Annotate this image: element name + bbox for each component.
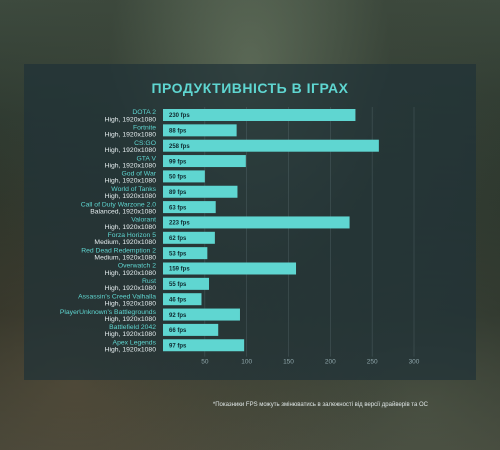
category-settings-label: High, 1920x1080	[105, 116, 157, 123]
category-settings-label: High, 1920x1080	[105, 162, 157, 169]
x-tick-label: 100	[241, 359, 252, 366]
category-settings-label: Medium, 1920x1080	[94, 239, 156, 246]
bar-value-label: 230 fps	[169, 113, 190, 119]
category-settings-label: High, 1920x1080	[105, 316, 157, 323]
category-game-label: Apex Legends	[113, 339, 157, 346]
bar-value-label: 55 fps	[169, 282, 187, 288]
bar-value-label: 66 fps	[169, 328, 187, 334]
bar	[163, 185, 238, 198]
x-tick-label: 200	[325, 359, 336, 366]
bar-value-label: 89 fps	[169, 190, 187, 196]
category-game-label: DOTA 2	[132, 109, 156, 116]
bar	[163, 216, 350, 229]
category-settings-label: High, 1920x1080	[105, 193, 157, 200]
category-settings-label: High, 1920x1080	[105, 270, 157, 277]
bar	[163, 277, 210, 290]
category-settings-label: High, 1920x1080	[105, 178, 157, 185]
category-settings-label: High, 1920x1080	[105, 132, 157, 139]
category-settings-label: High, 1920x1080	[105, 147, 157, 154]
bar-value-label: 53 fps	[169, 251, 187, 257]
category-game-label: Assassin's Creed Valhalla	[78, 293, 156, 300]
bar	[163, 308, 240, 321]
category-settings-label: High, 1920x1080	[105, 347, 157, 354]
x-tick-label: 50	[201, 359, 209, 366]
category-game-label: Overwatch 2	[118, 263, 156, 270]
bar	[163, 155, 246, 168]
bar	[163, 109, 356, 121]
bar	[163, 323, 219, 336]
category-game-label: PlayerUnknown's Battlegrounds	[60, 309, 157, 316]
category-game-label: Forza Horizon 5	[108, 232, 157, 239]
bar	[163, 170, 205, 183]
bar	[163, 124, 237, 137]
bar	[163, 139, 379, 152]
bar-value-label: 92 fps	[169, 313, 187, 319]
bar-value-label: 50 fps	[169, 175, 187, 181]
bar-value-label: 159 fps	[169, 267, 190, 273]
category-game-label: Rust	[142, 278, 156, 285]
bar-value-label: 99 fps	[169, 159, 187, 165]
category-settings-label: High, 1920x1080	[105, 301, 157, 308]
bar	[163, 293, 202, 306]
category-game-label: Call of Duty Warzone 2.0	[81, 201, 157, 208]
bar	[163, 201, 216, 214]
bar-value-label: 46 fps	[169, 297, 187, 303]
category-game-label: GTA V	[136, 155, 156, 162]
x-tick-label: 250	[367, 359, 378, 366]
bar	[163, 247, 208, 260]
x-tick-label: 300	[409, 359, 420, 366]
category-settings-label: High, 1920x1080	[105, 285, 157, 292]
category-settings-label: High, 1920x1080	[105, 224, 157, 231]
bar-value-label: 62 fps	[169, 236, 187, 242]
category-game-label: Fortnite	[133, 125, 156, 132]
category-game-label: Valorant	[131, 217, 156, 224]
bar	[163, 339, 245, 352]
x-tick-label: 150	[283, 359, 294, 366]
fps-footnote: *Показники FPS можуть змінюватись в зале…	[212, 402, 428, 408]
category-settings-label: High, 1920x1080	[105, 331, 157, 338]
category-settings-label: Medium, 1920x1080	[94, 254, 156, 261]
bar-value-label: 223 fps	[169, 221, 190, 227]
bar-value-label: 63 fps	[169, 205, 187, 211]
bar-value-label: 97 fps	[169, 343, 187, 349]
category-game-label: CS:GO	[134, 140, 156, 147]
bar-value-label: 258 fps	[169, 144, 190, 150]
bar	[163, 231, 215, 244]
category-game-label: World of Tanks	[111, 186, 156, 193]
category-game-label: God of War	[122, 171, 157, 178]
bar	[163, 262, 297, 275]
category-settings-label: Balanced, 1920x1080	[90, 208, 156, 215]
bar-value-label: 88 fps	[169, 129, 187, 135]
category-game-label: Red Dead Redemption 2	[81, 247, 156, 254]
category-game-label: Battlefield 2042	[109, 324, 156, 331]
chart-title: ПРОДУКТИВНІСТЬ В ІГРАХ	[151, 80, 349, 96]
